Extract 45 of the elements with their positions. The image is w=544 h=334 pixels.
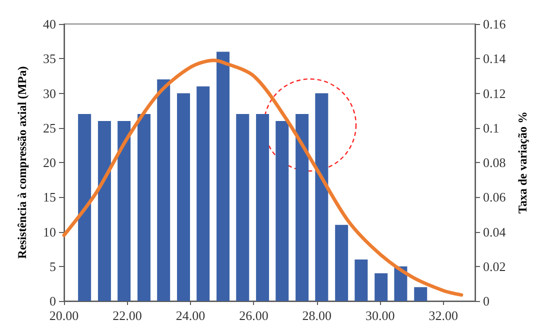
y-tick-label: 30 xyxy=(43,86,56,101)
x-tick-label: 24.00 xyxy=(176,308,206,323)
y2-tick-label: 0.12 xyxy=(483,86,506,101)
y-tick-label: 35 xyxy=(43,51,56,66)
bar xyxy=(256,114,270,301)
bar xyxy=(354,259,368,301)
y2-axis-title: Taxa de variação % xyxy=(516,112,530,214)
y2-tick-label: 0 xyxy=(483,294,490,308)
bar xyxy=(276,120,289,301)
y-tick-label: 40 xyxy=(43,16,56,32)
x-tick-label: 26.00 xyxy=(239,308,268,323)
y-tick-label: 5 xyxy=(50,258,56,274)
x-tick-label: 32.00 xyxy=(428,308,458,323)
y2-tick-label: 0.02 xyxy=(483,258,506,274)
x-tick-label: 28.00 xyxy=(302,308,332,323)
y-axis-title: Resistência à compressão axial (MPa) xyxy=(15,66,29,259)
bar xyxy=(118,120,131,301)
y-tick-label: 20 xyxy=(43,155,56,170)
y2-tick-label: 0.08 xyxy=(483,155,506,170)
y-tick-label: 15 xyxy=(43,190,56,205)
y-tick-label: 25 xyxy=(43,120,56,136)
bar xyxy=(177,93,190,301)
bar xyxy=(374,273,388,301)
bar xyxy=(98,120,111,301)
bar xyxy=(414,287,428,301)
y2-tick-label: 0.1 xyxy=(483,120,500,136)
y2-tick-label: 0.04 xyxy=(483,224,506,240)
x-tick-label: 30.00 xyxy=(366,308,395,323)
bar xyxy=(236,114,250,301)
y2-tick-label: 0.16 xyxy=(483,16,506,32)
y-tick-label: 0 xyxy=(50,294,56,308)
x-tick-label: 22.00 xyxy=(112,308,142,323)
y2-tick-label: 0.06 xyxy=(483,190,506,205)
line-series xyxy=(62,58,464,297)
bar xyxy=(216,52,230,301)
bar xyxy=(137,114,150,301)
bar xyxy=(196,86,210,301)
bar xyxy=(157,79,170,301)
y2-tick-label: 0.14 xyxy=(483,51,506,66)
bar xyxy=(315,93,328,301)
bar xyxy=(335,224,348,301)
x-tick-label: 20.00 xyxy=(49,308,79,323)
y-tick-label: 10 xyxy=(43,224,56,240)
bar xyxy=(78,114,92,301)
bar xyxy=(296,114,309,301)
